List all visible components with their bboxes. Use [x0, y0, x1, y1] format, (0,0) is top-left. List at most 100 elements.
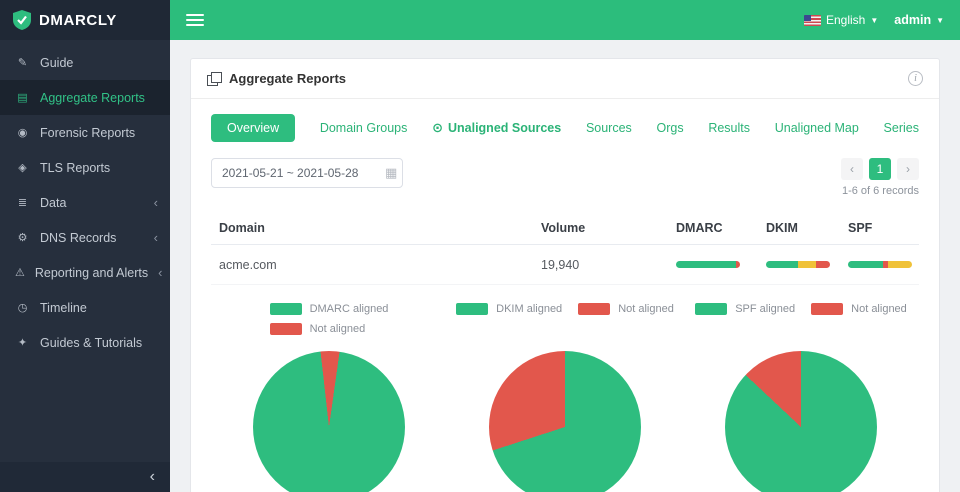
legend-label: SPF aligned [735, 303, 796, 315]
table-row[interactable]: acme.com 19,940 [211, 245, 919, 285]
pie-spf-alignment [725, 351, 877, 492]
forensic-reports-icon: ◉ [17, 127, 28, 139]
alignment-bar [848, 261, 912, 268]
chevron-down-icon: ▼ [936, 16, 944, 25]
date-range-input[interactable] [222, 166, 377, 180]
sidebar-collapse-button[interactable]: ‹ [0, 462, 170, 492]
sidebar-item-label: Reporting and Alerts [34, 265, 149, 280]
tab-label: Unaligned Map [774, 121, 859, 135]
column-header-dkim: DKIM [766, 220, 798, 235]
guide-icon: ✎ [17, 57, 28, 69]
tls-reports-icon: ◈ [18, 162, 27, 174]
chart-legend: SPF aligned Not aligned [695, 303, 907, 351]
sidebar: DMARCLY ✎ Guide ▤ Aggregate Reports ◉ Forensi… [0, 0, 170, 492]
legend-item-not-aligned[interactable]: Not aligned [811, 303, 907, 315]
sidebar-item-aggregate-reports[interactable]: ▤ Aggregate Reports [0, 80, 170, 115]
cell-dkim-bar [766, 261, 848, 268]
topbar: English ▼ admin ▼ [170, 0, 960, 40]
charts-row: DMARC aligned Not aligned DKIM aligned Not … [211, 303, 919, 492]
bar-segment [848, 261, 884, 268]
pie-dmarc-alignment [253, 351, 405, 492]
timeline-icon: ◷ [17, 302, 28, 314]
legend-item-not-aligned[interactable]: Not aligned [578, 303, 674, 315]
legend-item-not-aligned[interactable]: Not aligned [269, 323, 365, 335]
chevron-down-icon: ▼ [870, 16, 879, 25]
legend-swatch [695, 303, 728, 315]
content-area: Aggregate Reports i Overview Domain Group… [170, 40, 960, 492]
date-range-picker[interactable]: ▦ [211, 158, 403, 188]
tab-series[interactable]: Series [884, 121, 919, 135]
tab-label: Overview [227, 121, 280, 135]
brand-shield-icon [13, 10, 31, 30]
info-icon[interactable]: i [908, 71, 923, 86]
report-table: Domain Volume DMARC DKIM SPF acme.com 19,940 [211, 211, 919, 285]
sidebar-item-guides-tutorials[interactable]: ✦ Guides & Tutorials [0, 325, 170, 360]
tab-label: Results [708, 121, 751, 135]
tab-unaligned-sources[interactable]: ⊙ Unaligned Sources [432, 120, 561, 136]
legend-swatch [456, 303, 489, 315]
legend-label: DMARC aligned [309, 303, 389, 315]
legend-swatch [811, 303, 844, 315]
sidebar-item-label: Guides & Tutorials [40, 335, 143, 350]
legend-item-spf-aligned[interactable]: SPF aligned [695, 303, 795, 315]
table-body: acme.com 19,940 [211, 245, 919, 285]
bar-segment [676, 261, 736, 268]
next-page-button[interactable]: › [897, 158, 919, 180]
main-area: English ▼ admin ▼ Aggregate Reports i Ov… [170, 0, 960, 492]
user-menu[interactable]: admin ▼ [894, 13, 944, 27]
sidebar-item-dns-records[interactable]: ⚙ DNS Records ‹ [0, 220, 170, 255]
calendar-icon: ▦ [385, 165, 398, 180]
sidebar-item-guide[interactable]: ✎ Guide [0, 45, 170, 80]
aggregate-reports-icon: ▤ [17, 92, 28, 104]
report-copy-icon [207, 72, 222, 86]
collapse-chevron-icon: ‹ [149, 468, 155, 485]
tab-sources[interactable]: Sources [586, 121, 632, 135]
language-selector[interactable]: English ▼ [803, 13, 879, 27]
bar-segment [798, 261, 816, 268]
pagination: ‹ 1 › 1-6 of 6 records [841, 158, 919, 197]
guides-tutorials-icon: ✦ [17, 337, 28, 349]
data-icon: ≣ [17, 197, 28, 209]
brand-logo[interactable]: DMARCLY [0, 0, 170, 40]
legend-swatch [578, 303, 611, 315]
sidebar-item-data[interactable]: ≣ Data ‹ [0, 185, 170, 220]
legend-item-dkim-aligned[interactable]: DKIM aligned [456, 303, 562, 315]
alignment-bar [766, 261, 830, 268]
username-label: admin [894, 13, 932, 27]
us-flag-icon [803, 14, 821, 26]
tab-label: Unaligned Sources [447, 121, 562, 135]
page-number-button[interactable]: 1 [869, 158, 891, 180]
cell-spf-bar [848, 261, 919, 268]
sidebar-item-tls-reports[interactable]: ◈ TLS Reports [0, 150, 170, 185]
cell-dmarc-bar [676, 261, 766, 268]
sidebar-item-timeline[interactable]: ◷ Timeline [0, 290, 170, 325]
sidebar-item-forensic-reports[interactable]: ◉ Forensic Reports [0, 115, 170, 150]
tab-overview[interactable]: Overview [211, 114, 296, 142]
prev-page-button[interactable]: ‹ [841, 158, 863, 180]
sidebar-item-reporting-and-alerts[interactable]: ⚠ Reporting and Alerts ‹ [0, 255, 170, 290]
tab-label: Domain Groups [319, 121, 408, 135]
tab-domain-groups[interactable]: Domain Groups [320, 121, 408, 135]
cell-domain: acme.com [219, 257, 277, 272]
tab-results[interactable]: Results [708, 121, 750, 135]
chevron-left-icon: ‹ [153, 195, 158, 210]
tab-orgs[interactable]: Orgs [657, 121, 684, 135]
hamburger-menu-icon[interactable] [186, 14, 204, 26]
column-header-spf: SPF [848, 220, 873, 235]
chart-spf-alignment: SPF aligned Not aligned [683, 303, 919, 492]
chevron-left-icon: ‹ [153, 230, 158, 245]
table-header: Domain Volume DMARC DKIM SPF [211, 211, 919, 245]
tab-label: Orgs [656, 121, 684, 135]
legend-label: Not aligned [851, 303, 907, 315]
page-title: Aggregate Reports [229, 71, 347, 86]
controls-row: ▦ ‹ 1 › 1-6 of 6 records [211, 158, 919, 197]
pie-dkim-alignment [489, 351, 641, 492]
legend-item-dmarc-aligned[interactable]: DMARC aligned [269, 303, 389, 315]
aggregate-reports-card: Aggregate Reports i Overview Domain Group… [190, 58, 940, 492]
bar-segment [888, 261, 912, 268]
bar-segment [815, 261, 830, 268]
legend-swatch [269, 323, 302, 335]
tab-unaligned-map[interactable]: Unaligned Map [775, 121, 859, 135]
sidebar-item-label: Forensic Reports [40, 125, 136, 140]
